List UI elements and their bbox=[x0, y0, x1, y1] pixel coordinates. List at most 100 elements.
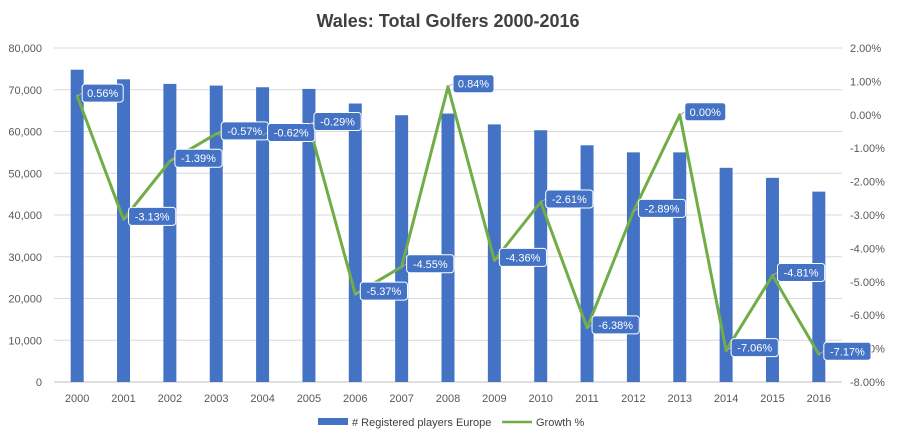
data-label-text: -4.36% bbox=[506, 252, 541, 264]
bar bbox=[441, 113, 455, 383]
data-label: -6.38% bbox=[586, 315, 640, 335]
y-left-tick-label: 10,000 bbox=[8, 335, 42, 347]
data-label-text: 0.84% bbox=[458, 79, 489, 91]
y-right-tick-label: -4.00% bbox=[850, 243, 885, 255]
x-tick-label: 2006 bbox=[343, 393, 367, 405]
data-label: -1.39% bbox=[169, 148, 223, 168]
bar bbox=[348, 103, 362, 382]
data-label-text: 0.00% bbox=[690, 107, 721, 119]
bar bbox=[163, 83, 177, 382]
bar bbox=[487, 124, 501, 382]
y-right-tick-label: -5.00% bbox=[850, 277, 885, 289]
x-tick-label: 2007 bbox=[389, 393, 413, 405]
data-label-box bbox=[81, 83, 124, 103]
data-label-box bbox=[313, 111, 362, 131]
data-label-leader bbox=[679, 111, 686, 116]
data-label-box bbox=[267, 123, 316, 143]
data-label-box bbox=[684, 102, 727, 122]
data-label-text: -4.81% bbox=[784, 267, 819, 279]
data-label-box bbox=[406, 254, 455, 274]
data-label-leader bbox=[123, 215, 129, 220]
x-tick-label: 2001 bbox=[111, 393, 135, 405]
data-label-leader bbox=[76, 92, 83, 97]
data-label-box bbox=[730, 338, 779, 358]
legend-label-line: Growth % bbox=[536, 417, 585, 429]
y-left-tick-label: 30,000 bbox=[8, 252, 42, 264]
bar bbox=[70, 69, 84, 383]
y-left-tick-label: 70,000 bbox=[8, 85, 42, 97]
y-left-tick-label: 50,000 bbox=[8, 168, 42, 180]
data-label: -4.81% bbox=[772, 262, 826, 282]
x-tick-label: 2011 bbox=[575, 393, 599, 405]
data-label-text: -2.61% bbox=[552, 194, 587, 206]
bar bbox=[812, 191, 826, 382]
y-right-tick-label: -2.00% bbox=[850, 177, 885, 189]
data-label: 0.00% bbox=[679, 102, 727, 122]
data-label-leader bbox=[494, 256, 500, 261]
y-right-tick-label: -1.00% bbox=[850, 143, 885, 155]
data-label-box bbox=[823, 341, 872, 361]
x-tick-label: 2003 bbox=[204, 393, 228, 405]
data-label-text: -6.38% bbox=[598, 320, 633, 332]
bar bbox=[117, 79, 131, 382]
chart-title: Wales: Total Golfers 2000-2016 bbox=[316, 11, 579, 31]
data-label-leader bbox=[586, 324, 593, 329]
data-label-text: -7.06% bbox=[737, 343, 772, 355]
x-tick-label: 2016 bbox=[807, 393, 831, 405]
y-left-tick-label: 40,000 bbox=[8, 210, 42, 222]
y-left-tick-label: 20,000 bbox=[8, 294, 42, 306]
data-label-leader bbox=[447, 83, 454, 88]
y-left-tick-label: 0 bbox=[36, 377, 42, 389]
data-label-box bbox=[776, 262, 826, 282]
data-label: -2.61% bbox=[540, 189, 594, 209]
x-tick-label: 2005 bbox=[297, 393, 321, 405]
y-right-tick-label: -3.00% bbox=[850, 210, 885, 222]
data-label: 0.84% bbox=[447, 74, 495, 94]
x-tick-label: 2002 bbox=[158, 393, 182, 405]
y-right-tick-label: -8.00% bbox=[850, 377, 885, 389]
y-right-tick-label: 0.00% bbox=[850, 110, 881, 122]
data-label-leader bbox=[308, 121, 315, 125]
data-label-text: -3.13% bbox=[135, 211, 170, 223]
legend-label-bars: # Registered players Europe bbox=[352, 417, 491, 429]
data-label: -4.55% bbox=[401, 254, 455, 274]
y-right-tick-label: 2.00% bbox=[850, 43, 881, 55]
y-right-tick-label: -6.00% bbox=[850, 310, 885, 322]
y-left-tick-label: 60,000 bbox=[8, 127, 42, 139]
x-tick-label: 2008 bbox=[436, 393, 460, 405]
x-tick-label: 2012 bbox=[621, 393, 645, 405]
data-label-text: 0.56% bbox=[87, 88, 118, 100]
x-axis: 2000 2001 2002 2003 2004 2005 2006 2007 2008 2009… bbox=[54, 381, 842, 405]
x-tick-label: 2009 bbox=[482, 393, 506, 405]
data-labels: 0.56% -3.13% -1.39% -0.57% -0.62% -0.29% -5.37… bbox=[76, 74, 872, 361]
data-label-text: -1.39% bbox=[181, 153, 216, 165]
bar bbox=[580, 145, 594, 382]
y-left-tick-label: 80,000 bbox=[8, 43, 42, 55]
data-label-leader bbox=[401, 263, 407, 268]
x-tick-label: 2015 bbox=[760, 393, 784, 405]
data-label-box bbox=[359, 281, 408, 301]
data-label: -7.06% bbox=[725, 338, 779, 358]
bar bbox=[395, 115, 409, 382]
data-label-leader bbox=[772, 272, 778, 276]
data-label-leader bbox=[169, 157, 176, 162]
data-label-leader bbox=[215, 130, 222, 135]
data-label-leader bbox=[725, 347, 732, 352]
data-label-leader bbox=[818, 350, 825, 355]
data-label: -7.17% bbox=[818, 341, 872, 361]
data-label: -5.37% bbox=[355, 281, 408, 301]
legend: # Registered players Europe Growth % bbox=[318, 417, 585, 429]
x-tick-label: 2013 bbox=[668, 393, 692, 405]
x-tick-label: 2014 bbox=[714, 393, 738, 405]
data-label-box bbox=[498, 247, 548, 267]
data-label-leader bbox=[355, 290, 361, 295]
data-label-text: -0.62% bbox=[274, 128, 309, 140]
bar bbox=[256, 87, 270, 383]
data-label-box bbox=[452, 74, 495, 94]
bar bbox=[302, 88, 316, 382]
data-label-box bbox=[128, 206, 177, 226]
data-label: 0.56% bbox=[76, 83, 124, 103]
data-label-leader bbox=[633, 207, 639, 212]
